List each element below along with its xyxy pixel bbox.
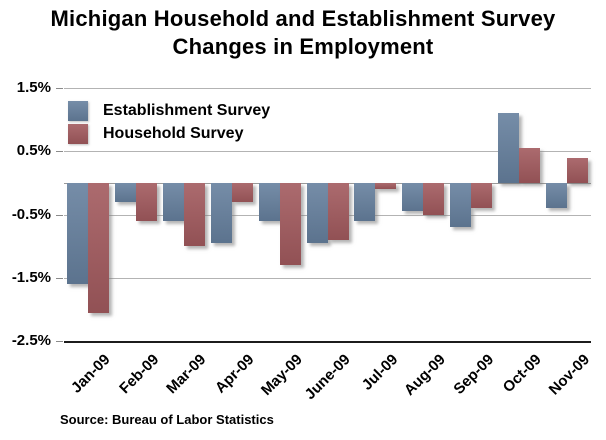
y-tick--2.5	[56, 341, 63, 342]
x-tick-label-june-09: June-09	[301, 351, 354, 404]
bar-establishment-survey-sep-09	[450, 183, 471, 227]
x-tick-label-nov-09: Nov-09	[545, 351, 594, 399]
bar-establishment-survey-may-09	[259, 183, 280, 221]
gridline-1.5	[64, 88, 591, 89]
legend-label-establishment-survey: Establishment Survey	[103, 102, 271, 119]
x-tick-label-mar-09: Mar-09	[163, 351, 210, 398]
bar-household-survey-may-09	[280, 183, 301, 265]
x-tick-label-sep-09: Sep-09	[450, 351, 498, 398]
bar-establishment-survey-aug-09	[402, 183, 423, 211]
bar-household-survey-aug-09	[423, 183, 444, 215]
y-tick-label--0.5: -0.5%	[11, 206, 51, 223]
y-tick-label-0.5: 0.5%	[16, 142, 51, 159]
bar-household-survey-apr-09	[232, 183, 253, 202]
x-tick-label-jan-09: Jan-09	[68, 351, 114, 397]
bar-household-survey-jan-09	[88, 183, 109, 313]
bar-household-survey-nov-09	[567, 158, 588, 183]
bar-establishment-survey-jul-09	[354, 183, 375, 221]
x-tick-label-apr-09: Apr-09	[212, 351, 258, 397]
legend-swatch-establishment-survey	[68, 101, 88, 121]
source-note: Source: Bureau of Labor Statistics	[60, 412, 274, 427]
y-tick-1.5	[56, 88, 63, 89]
bar-establishment-survey-jan-09	[67, 183, 88, 284]
gridline--1.5	[64, 278, 591, 279]
y-tick--1.5	[56, 278, 63, 279]
bar-establishment-survey-nov-09	[546, 183, 567, 208]
bar-household-survey-sep-09	[471, 183, 492, 208]
bar-household-survey-feb-09	[136, 183, 157, 221]
x-tick-label-jul-09: Jul-09	[358, 351, 402, 394]
bar-establishment-survey-mar-09	[163, 183, 184, 221]
bar-establishment-survey-june-09	[307, 183, 328, 243]
chart-title-line1: Michigan Household and Establishment Sur…	[50, 6, 556, 31]
bar-establishment-survey-oct-09	[498, 113, 519, 183]
chart-title-line2: Changes in Employment	[172, 34, 434, 59]
x-tick-label-aug-09: Aug-09	[401, 351, 450, 399]
legend-swatch-household-survey	[68, 124, 88, 144]
gridline-0.5	[64, 151, 591, 152]
x-tick-label-feb-09: Feb-09	[115, 351, 162, 398]
y-tick-0.5	[56, 151, 63, 152]
x-tick-label-may-09: May-09	[257, 351, 306, 399]
y-tick-label-1.5: 1.5%	[16, 79, 51, 96]
y-tick-label--1.5: -1.5%	[11, 269, 51, 286]
legend-label-household-survey: Household Survey	[103, 125, 244, 142]
x-axis-line	[64, 341, 591, 343]
x-tick-label-oct-09: Oct-09	[500, 351, 546, 397]
bar-household-survey-june-09	[328, 183, 349, 240]
y-tick-label--2.5: -2.5%	[11, 332, 51, 349]
chart-title: Michigan Household and Establishment Sur…	[0, 5, 606, 61]
bar-household-survey-mar-09	[184, 183, 205, 246]
y-tick--0.5	[56, 215, 63, 216]
bar-household-survey-oct-09	[519, 148, 540, 183]
bar-establishment-survey-apr-09	[211, 183, 232, 243]
bar-establishment-survey-feb-09	[115, 183, 136, 202]
bar-household-survey-jul-09	[375, 183, 396, 189]
